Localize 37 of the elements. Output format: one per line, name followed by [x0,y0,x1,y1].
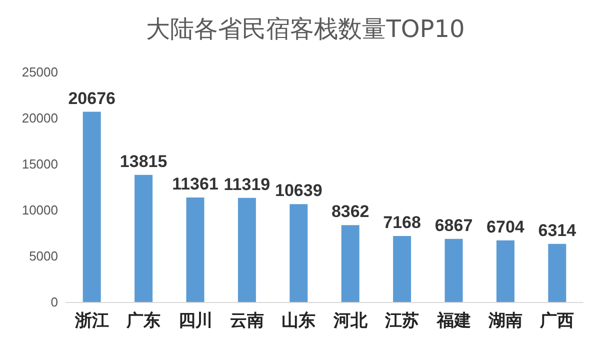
bar [393,236,412,302]
x-tick-label: 湖南 [487,311,522,330]
bar [290,204,308,302]
bar [444,238,463,302]
x-tick-label: 云南 [230,311,264,330]
x-tick-label: 福建 [436,311,471,330]
data-label: 8362 [331,202,370,222]
x-tick-label: 山东 [282,311,316,330]
data-label: 11361 [172,174,218,194]
y-tick-label: 5000 [29,248,58,264]
bar [548,244,566,302]
x-tick-label: 浙江 [74,311,109,330]
y-tick-label: 0 [50,294,58,310]
data-label: 13815 [120,152,168,171]
data-label: 6314 [538,220,577,240]
y-tick-label: 10000 [22,202,58,218]
bar [82,112,101,302]
data-label: 6867 [434,216,473,235]
bar [134,174,153,302]
bar [341,225,360,302]
x-tick-label: 四川 [178,311,212,330]
data-label: 20676 [68,88,116,108]
chart-title: 大陆各省民宿客栈数量TOP10 [146,15,465,43]
x-tick-label: 广西 [539,311,574,330]
data-label: 7168 [383,213,421,232]
bar [496,240,514,302]
bar [238,198,256,302]
data-label: 11319 [224,174,270,194]
y-tick-label: 15000 [22,156,58,172]
x-tick-label: 河北 [332,311,368,330]
data-label: 6704 [486,217,525,236]
bar [186,197,204,302]
data-label: 10639 [275,181,322,200]
y-tick-label: 25000 [22,64,58,80]
y-tick-label: 20000 [22,110,58,126]
x-tick-label: 广东 [126,311,161,330]
x-tick-label: 江苏 [384,311,420,330]
